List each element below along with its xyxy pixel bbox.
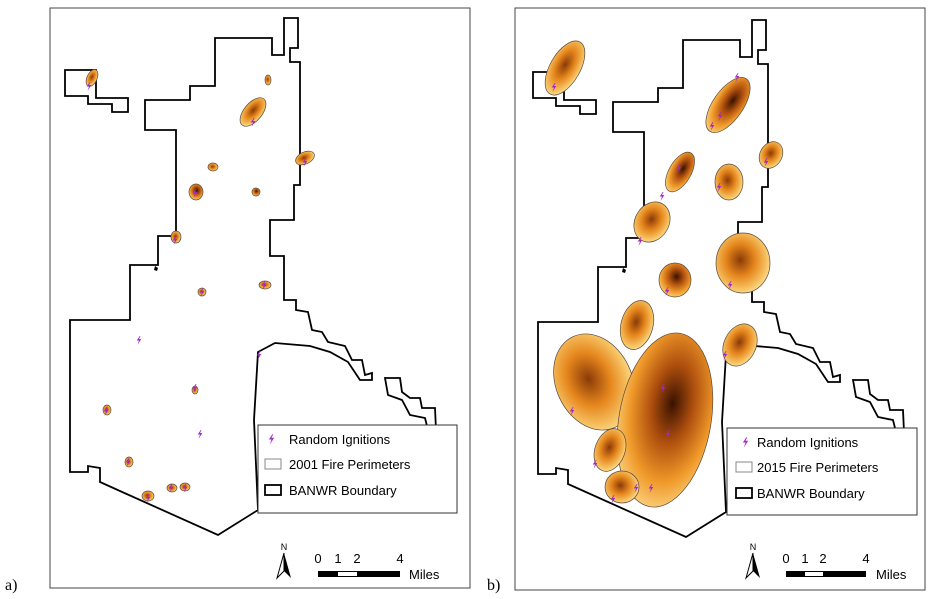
legend-part [736,488,752,498]
legend-part [265,485,281,495]
legend: Random Ignitions 2001 Fire Perimeters BA… [258,425,457,513]
fire-perimeters-part [265,75,271,85]
legend-label: 2015 Fire Perimeters [757,460,879,475]
scale-label: 2 [819,551,826,566]
fire-perimeters-part [659,263,691,297]
scale-bar-part [318,571,400,577]
scale-label: 1 [801,551,808,566]
scale-bar-part [805,572,823,576]
scale-unit: Miles [409,567,440,582]
fire-perimeters-part [171,231,181,243]
scale-label: 4 [396,551,403,566]
panel-label: a) [5,577,17,594]
panel-a: Random Ignitions 2001 Fire Perimeters BA… [5,8,470,594]
legend: Random Ignitions 2015 Fire Perimeters BA… [727,428,917,515]
figure: Random Ignitions 2001 Fire Perimeters BA… [0,0,930,599]
legend-part [736,462,752,472]
body: Random Ignitions 2001 Fire Perimeters BA… [0,0,930,599]
legend-part [265,459,281,469]
legend-label: Random Ignitions [289,432,391,447]
scale-label: 0 [314,551,321,566]
panel-b: Random Ignitions 2015 Fire Perimeters BA… [487,8,925,594]
scale-label: 0 [782,551,789,566]
legend-label: BANWR Boundary [289,483,397,498]
scale-label: 2 [353,551,360,566]
panel-label: b) [487,577,500,594]
north-label: N [281,542,288,552]
scale-label: 1 [334,551,341,566]
page: Fire perimeters map {"panels":[ {"label"… [0,0,930,599]
scale-bar-part [786,571,866,577]
scale-bar-part [338,572,357,576]
fire-perimeters-part [716,233,770,293]
scale-unit: Miles [876,567,907,582]
fire-perimeters-part [208,163,218,171]
legend-label: BANWR Boundary [757,486,865,501]
fire-perimeters-part [252,188,260,196]
north-label: N [750,542,757,552]
fire-perimeters-part [715,164,743,200]
legend-label: Random Ignitions [757,435,859,450]
scale-label: 4 [862,551,869,566]
legend-label: 2001 Fire Perimeters [289,457,411,472]
fire-perimeters-part [605,471,639,503]
